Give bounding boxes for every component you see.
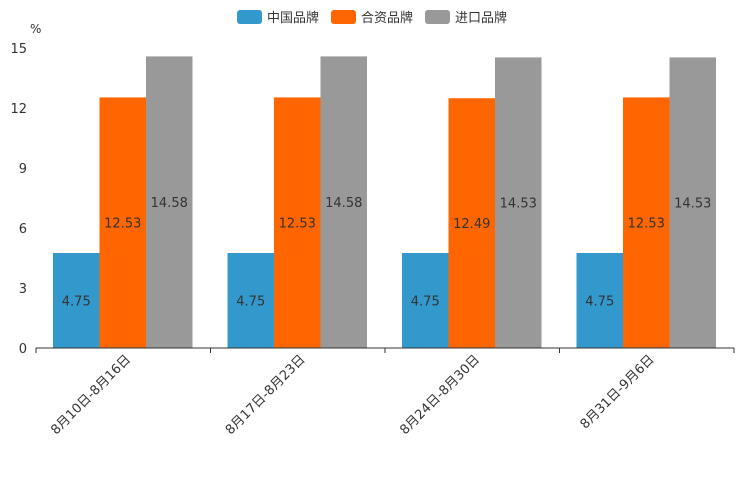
x-tick-label: 8月10日-8月16日 <box>48 352 134 438</box>
bar-value-label: 14.58 <box>151 196 188 211</box>
bar <box>274 97 321 349</box>
legend-item-joint-venture-brand[interactable]: 合资品牌 <box>330 7 413 26</box>
legend-swatch-joint-venture-brand <box>330 9 356 24</box>
bar <box>146 56 193 349</box>
legend-label-china-brand: 中国品牌 <box>266 11 319 26</box>
legend-item-imported-brand[interactable]: 进口品牌 <box>425 7 507 26</box>
bar <box>448 98 495 348</box>
bar <box>99 97 146 349</box>
bar <box>623 97 670 349</box>
y-tick-label: 6 <box>19 222 27 237</box>
y-tick-label: 0 <box>19 342 27 357</box>
bar <box>227 253 274 348</box>
bar-value-label: 14.58 <box>325 196 362 211</box>
legend-swatch-china-brand <box>236 9 262 24</box>
y-axis-unit: % <box>30 22 42 36</box>
bar-value-label: 14.53 <box>500 197 537 212</box>
bar-value-label: 12.53 <box>628 217 665 232</box>
y-tick-label: 12 <box>10 102 27 117</box>
legend-label-imported-brand: 进口品牌 <box>455 11 508 26</box>
y-tick-label: 9 <box>19 162 27 177</box>
bar-value-label: 12.53 <box>279 217 316 232</box>
legend: 中国品牌 合资品牌 进口品牌 <box>0 7 744 26</box>
x-tick-label: 8月31日-9月6日 <box>578 352 658 432</box>
bar-value-label: 4.75 <box>585 295 614 310</box>
legend-item-china-brand[interactable]: 中国品牌 <box>236 7 319 26</box>
bar-value-label: 12.49 <box>453 217 490 232</box>
bar-value-label: 4.75 <box>411 295 440 310</box>
x-tick-label: 8月17日-8月23日 <box>223 352 309 438</box>
bar-value-label: 4.75 <box>62 295 91 310</box>
bar-value-label: 4.75 <box>236 295 265 310</box>
bar <box>669 57 716 349</box>
bar <box>576 253 623 348</box>
y-tick-label: 3 <box>19 282 27 297</box>
y-tick-label: 15 <box>10 42 27 57</box>
bar <box>53 253 100 348</box>
bar <box>495 57 542 349</box>
x-tick-label: 8月24日-8月30日 <box>397 352 483 438</box>
legend-label-joint-venture-brand: 合资品牌 <box>360 11 413 26</box>
bar <box>320 56 367 349</box>
bar-value-label: 14.53 <box>674 197 711 212</box>
bar-value-label: 12.53 <box>104 217 141 232</box>
legend-swatch-imported-brand <box>425 9 450 24</box>
bar <box>402 253 449 348</box>
